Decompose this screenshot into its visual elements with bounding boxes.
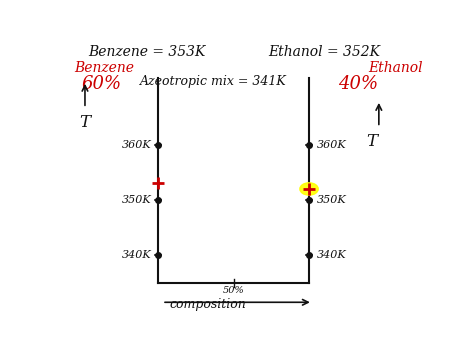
Text: composition: composition [170, 298, 246, 311]
Text: 60%: 60% [82, 75, 121, 93]
Text: Azeotropic mix = 341K: Azeotropic mix = 341K [140, 75, 287, 88]
Text: 360K: 360K [317, 140, 346, 149]
Text: T: T [80, 114, 91, 131]
Text: 350K: 350K [121, 195, 151, 205]
Text: Benzene: Benzene [74, 61, 134, 75]
Text: 340K: 340K [121, 250, 151, 261]
Text: 340K: 340K [317, 250, 346, 261]
Text: Ethanol = 352K: Ethanol = 352K [269, 45, 381, 59]
Text: 40%: 40% [338, 75, 379, 93]
Text: 350K: 350K [317, 195, 346, 205]
Text: Ethanol: Ethanol [368, 61, 422, 75]
Text: 50%: 50% [223, 286, 245, 295]
Ellipse shape [300, 183, 318, 195]
Text: 360K: 360K [121, 140, 151, 149]
Text: Benzene = 353K: Benzene = 353K [89, 45, 206, 59]
Text: T: T [366, 133, 377, 150]
